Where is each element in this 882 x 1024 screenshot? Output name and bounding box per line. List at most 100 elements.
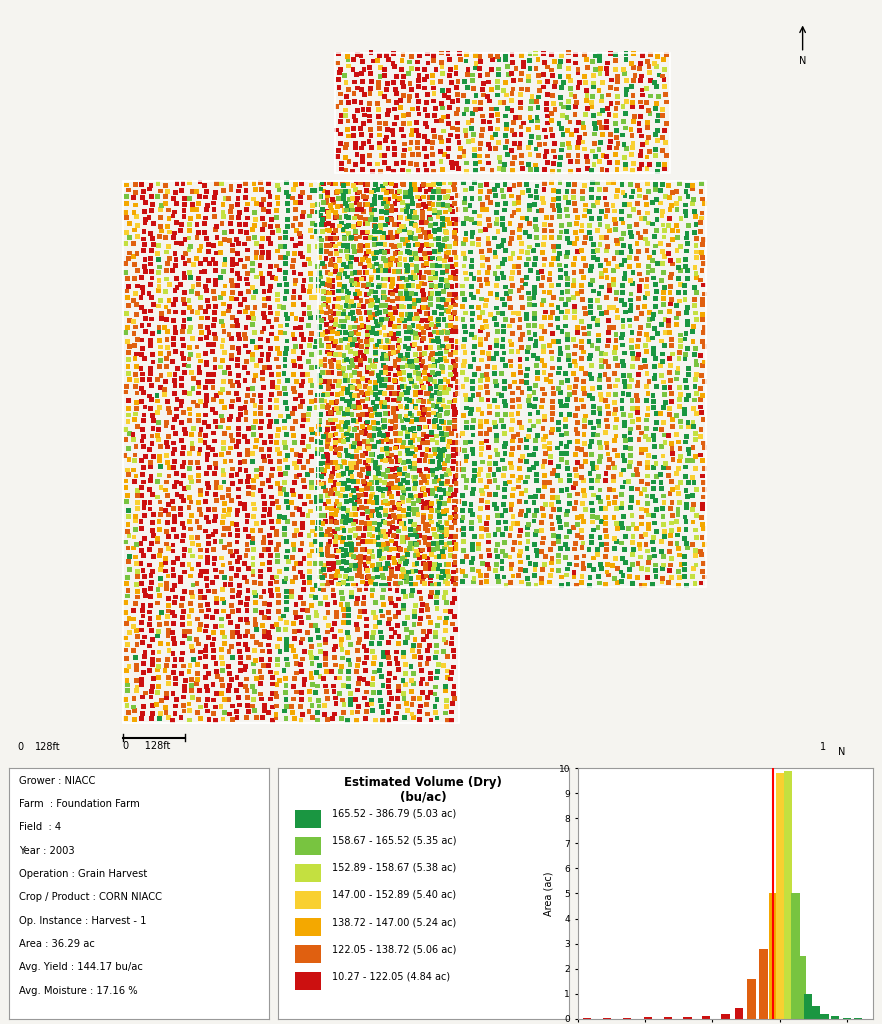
Point (288, 331, 302, 347)
Point (265, 569, 280, 586)
Point (199, 570, 213, 587)
Point (607, 345, 621, 361)
Point (369, 346, 383, 362)
Point (598, 346, 612, 362)
Point (350, 283, 364, 299)
Point (339, 297, 353, 313)
Point (420, 312, 434, 329)
Point (472, 386, 486, 402)
Point (444, 299, 458, 315)
Point (481, 67, 495, 83)
Point (344, 353, 358, 370)
Point (626, 114, 640, 130)
Point (193, 644, 207, 660)
Point (430, 710, 444, 726)
Point (467, 338, 482, 354)
Point (215, 514, 229, 530)
Point (346, 61, 360, 78)
Point (585, 390, 599, 407)
Point (263, 392, 277, 409)
Point (421, 516, 435, 532)
Point (480, 176, 494, 193)
Point (557, 74, 571, 90)
Point (497, 568, 511, 585)
Point (396, 147, 410, 164)
Point (350, 643, 364, 659)
Point (479, 313, 493, 330)
Point (315, 398, 329, 415)
Point (695, 387, 709, 403)
Point (466, 305, 480, 322)
Point (253, 420, 267, 436)
Point (534, 331, 549, 347)
Point (297, 283, 311, 299)
Point (562, 217, 576, 233)
Point (352, 651, 366, 668)
Point (583, 367, 597, 383)
Point (368, 223, 382, 240)
Point (330, 563, 344, 580)
Point (160, 358, 174, 375)
Point (285, 584, 299, 600)
Point (233, 461, 247, 477)
Point (144, 250, 158, 266)
Point (396, 175, 410, 191)
Point (640, 286, 654, 302)
Point (310, 259, 325, 275)
Point (671, 223, 685, 240)
Point (226, 629, 240, 645)
Point (558, 419, 572, 435)
Point (137, 428, 151, 444)
Point (615, 535, 629, 551)
Point (367, 415, 381, 431)
Point (324, 252, 338, 268)
Point (365, 486, 379, 503)
Point (191, 537, 206, 553)
Point (239, 628, 253, 644)
Point (594, 257, 608, 273)
Point (682, 445, 696, 462)
Point (519, 439, 534, 456)
Point (655, 500, 669, 516)
Point (321, 299, 335, 315)
Point (424, 332, 438, 348)
Point (438, 584, 452, 600)
Point (295, 536, 309, 552)
Point (660, 46, 674, 62)
Point (363, 374, 377, 390)
Point (393, 542, 407, 558)
Point (385, 629, 399, 645)
Point (161, 636, 175, 652)
Point (696, 453, 710, 469)
Point (422, 401, 436, 418)
Point (598, 392, 612, 409)
Point (302, 438, 316, 455)
Point (178, 256, 192, 272)
Point (176, 439, 191, 456)
Point (466, 562, 480, 579)
Point (566, 479, 580, 496)
Point (385, 532, 399, 549)
Point (168, 325, 183, 341)
Point (398, 508, 412, 524)
Point (571, 527, 585, 544)
Point (437, 252, 452, 268)
Point (546, 164, 560, 180)
Point (310, 441, 325, 458)
Text: 165.52 - 386.79 (5.03 ac): 165.52 - 386.79 (5.03 ac) (332, 809, 456, 818)
Point (519, 507, 533, 523)
Point (523, 331, 537, 347)
Point (217, 440, 231, 457)
Point (265, 685, 280, 701)
Point (679, 203, 693, 219)
Point (328, 595, 342, 611)
Point (450, 537, 464, 553)
Point (599, 509, 613, 525)
Point (326, 351, 340, 368)
Point (505, 343, 519, 359)
Point (217, 474, 231, 490)
Point (127, 256, 141, 272)
Point (438, 189, 452, 206)
Point (381, 433, 395, 450)
Point (334, 710, 348, 726)
